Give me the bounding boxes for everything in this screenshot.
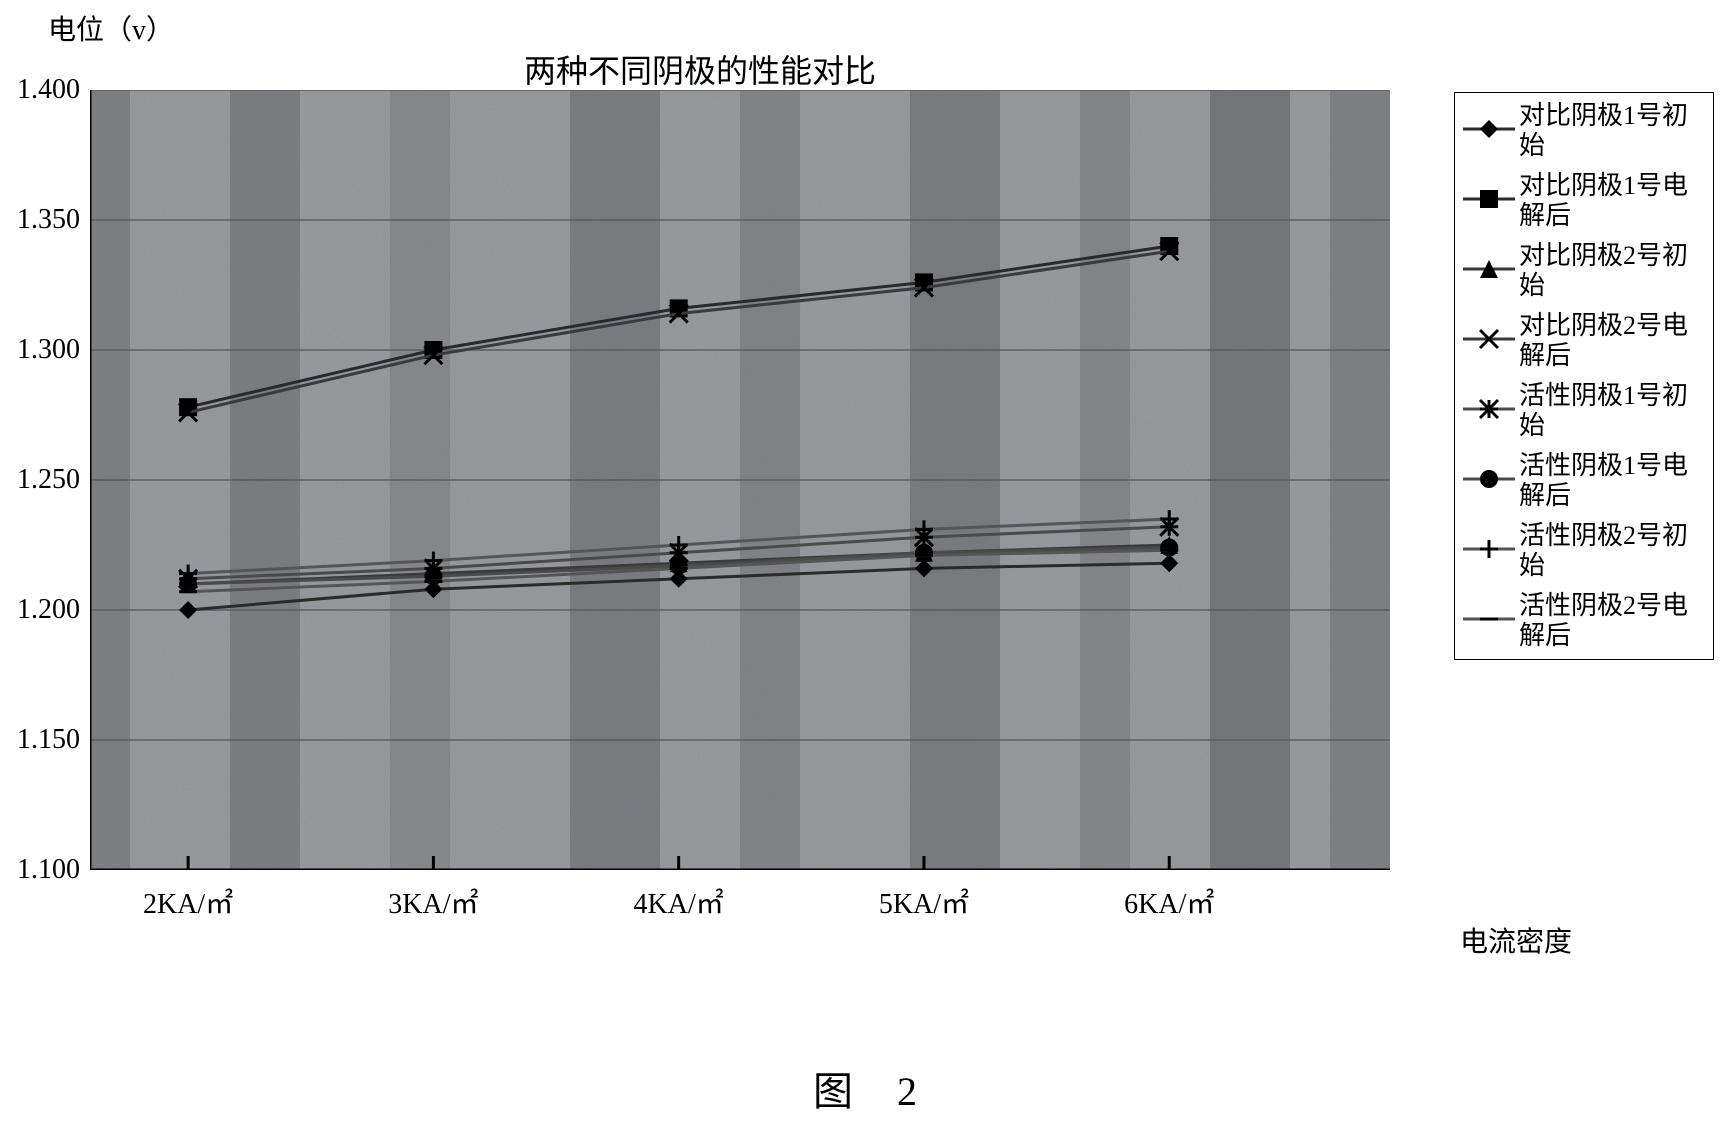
legend-label: 活性阴极2号初始: [1517, 521, 1707, 581]
x-tick-label: 3KA/㎡: [388, 882, 478, 922]
x-tick-label: 4KA/㎡: [634, 882, 724, 922]
legend-item: 活性阴极1号电解后: [1461, 451, 1707, 511]
chart-svg: [90, 90, 1390, 870]
series-marker: [915, 544, 933, 562]
chart-title: 两种不同阴极的性能对比: [0, 46, 1400, 92]
legend-swatch: [1461, 101, 1517, 157]
legend-swatch: [1461, 591, 1517, 647]
legend-item: 对比阴极1号电解后: [1461, 171, 1707, 231]
legend-swatch: [1461, 381, 1517, 437]
legend-item: 对比阴极2号电解后: [1461, 311, 1707, 371]
legend-swatch: [1461, 171, 1517, 227]
x-axis-title: 电流密度: [1460, 920, 1572, 960]
x-tick-label: 2KA/㎡: [143, 882, 233, 922]
legend-label: 活性阴极1号初始: [1517, 381, 1707, 441]
series-marker: [670, 557, 688, 575]
legend-swatch: [1461, 451, 1517, 507]
legend-item: 活性阴极2号初始: [1461, 521, 1707, 581]
y-tick-label: 1.150: [0, 724, 80, 756]
legend-item: 对比阴极2号初始: [1461, 241, 1707, 301]
legend-swatch: [1461, 311, 1517, 367]
x-tick-label: 5KA/㎡: [879, 882, 969, 922]
legend-item: 活性阴极2号电解后: [1461, 591, 1707, 651]
legend-label: 活性阴极2号电解后: [1517, 591, 1707, 651]
y-tick-label: 1.200: [0, 594, 80, 626]
legend-item: 活性阴极1号初始: [1461, 381, 1707, 441]
legend-label: 对比阴极2号初始: [1517, 241, 1707, 301]
legend-label: 活性阴极1号电解后: [1517, 451, 1707, 511]
legend: 对比阴极1号初始对比阴极1号电解后对比阴极2号初始对比阴极2号电解后活性阴极1号…: [1454, 92, 1714, 660]
figure-caption: 图 2: [0, 1059, 1732, 1117]
plot-area: [90, 90, 1390, 870]
x-tick-label: 6KA/㎡: [1124, 882, 1214, 922]
legend-swatch: [1461, 521, 1517, 577]
legend-swatch: [1461, 241, 1517, 297]
y-tick-label: 1.350: [0, 204, 80, 236]
legend-label: 对比阴极2号电解后: [1517, 311, 1707, 371]
legend-label: 对比阴极1号电解后: [1517, 171, 1707, 231]
y-axis-title: 电位（v）: [48, 8, 174, 48]
y-tick-label: 1.400: [0, 74, 80, 106]
y-tick-label: 1.100: [0, 854, 80, 886]
y-tick-label: 1.300: [0, 334, 80, 366]
y-tick-label: 1.250: [0, 464, 80, 496]
legend-item: 对比阴极1号初始: [1461, 101, 1707, 161]
legend-label: 对比阴极1号初始: [1517, 101, 1707, 161]
series-marker: [1160, 539, 1178, 557]
